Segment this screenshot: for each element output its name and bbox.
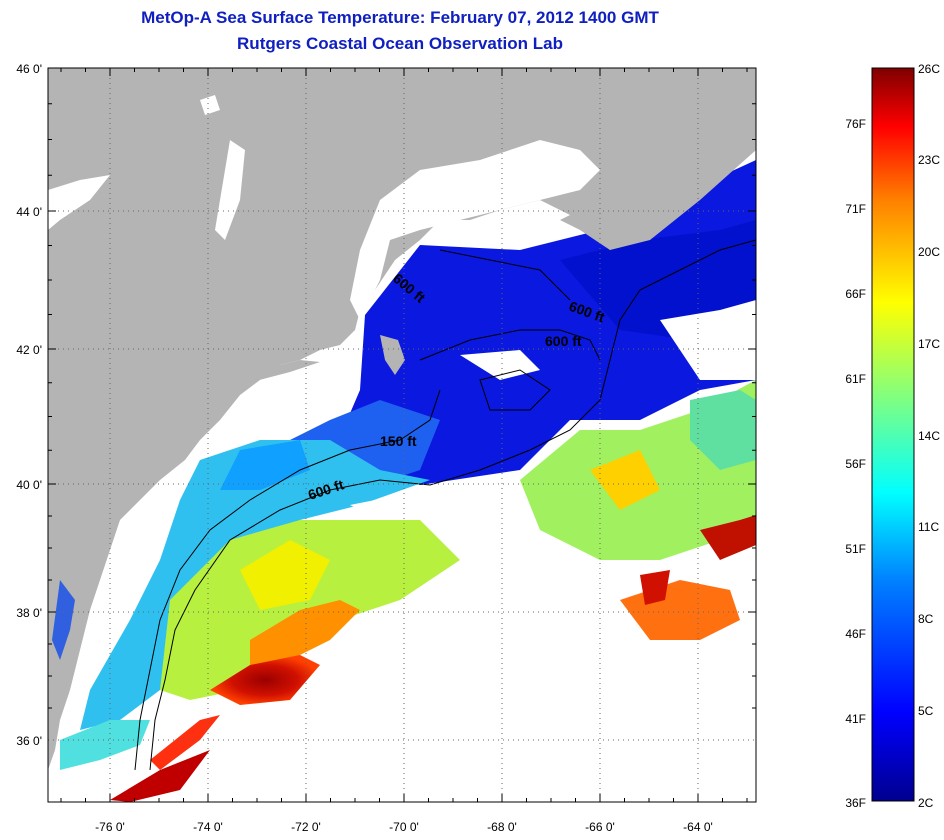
lon-label: -68 0' [487, 820, 517, 834]
cloud-patch [350, 495, 440, 520]
lat-label: 46 0' [16, 62, 42, 76]
lat-label: 44 0' [16, 205, 42, 219]
lon-label: -66 0' [585, 820, 615, 834]
colorbar-c-label: 17C [918, 337, 941, 351]
colorbar [871, 67, 915, 802]
lat-label: 38 0' [16, 606, 42, 620]
colorbar-c-label: 2C [918, 796, 934, 810]
land-mass [48, 68, 756, 770]
contour-label: 150 ft [380, 433, 417, 449]
colorbar-f-label: 46F [845, 627, 866, 641]
colorbar-c-label: 20C [918, 245, 941, 259]
colorbar-c-label: 11C [918, 520, 940, 534]
colorbar-c-label: 8C [918, 612, 934, 626]
lon-label: -74 0' [193, 820, 223, 834]
colorbar-c-label: 14C [918, 429, 941, 443]
colorbar-c-label: 5C [918, 704, 934, 718]
colorbar-f-label: 36F [845, 796, 866, 810]
lon-label: -72 0' [291, 820, 321, 834]
colorbar-f-label: 51F [845, 542, 866, 556]
gulf-stream-warm-core [210, 655, 320, 705]
lat-label: 42 0' [16, 343, 42, 357]
lat-label: 36 0' [16, 734, 42, 748]
lon-label: -64 0' [683, 820, 713, 834]
colorbar-c-label: 26C [918, 62, 941, 76]
colorbar-f-label: 61F [845, 372, 866, 386]
contour-150ft [134, 389, 441, 771]
colorbar-c-label: 23C [918, 153, 941, 167]
colorbar-f-label: 66F [845, 287, 866, 301]
lon-label: -76 0' [95, 820, 125, 834]
colorbar-f-label: 41F [845, 712, 866, 726]
colorbar-f-label: 71F [845, 202, 866, 216]
contour-600ft-shelf-break [149, 239, 756, 771]
lat-label: 40 0' [16, 478, 42, 492]
colorbar-f-label: 56F [845, 457, 866, 471]
colorbar-f-label: 76F [845, 117, 866, 131]
contour-label: 600 ft [545, 333, 582, 349]
map-title: MetOp-A Sea Surface Temperature: Februar… [141, 8, 659, 27]
map-subtitle: Rutgers Coastal Ocean Observation Lab [237, 34, 563, 53]
lon-label: -70 0' [389, 820, 419, 834]
